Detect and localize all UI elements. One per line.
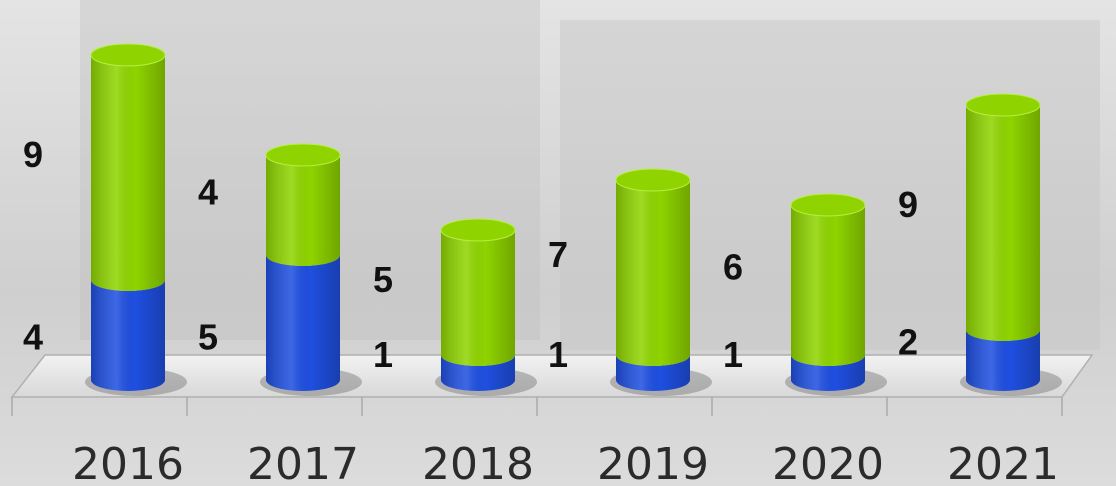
bar-shading (966, 330, 1040, 391)
value-label: 4 (23, 317, 43, 358)
x-tick-label: 2021 (947, 439, 1059, 486)
x-tick-label: 2017 (247, 439, 359, 486)
value-label: 9 (23, 134, 43, 175)
value-label: 1 (548, 334, 568, 375)
value-label: 5 (373, 259, 393, 300)
bar-shading (791, 205, 865, 366)
bar-cap (440, 218, 516, 242)
bar-cap (615, 168, 691, 192)
x-tick-label: 2016 (72, 439, 184, 486)
value-label: 5 (198, 317, 218, 358)
value-label: 7 (548, 234, 568, 275)
bar-shading (616, 180, 690, 366)
bar-shading (791, 355, 865, 391)
bar-shading (266, 255, 340, 391)
bar-shading (441, 230, 515, 366)
x-tick-label: 2018 (422, 439, 534, 486)
x-tick-label: 2019 (597, 439, 709, 486)
x-tick-label: 2020 (772, 439, 884, 486)
separators (11, 397, 1063, 416)
value-label: 1 (373, 334, 393, 375)
value-label: 1 (723, 334, 743, 375)
bar-shading (966, 105, 1040, 341)
bar-cap (265, 143, 341, 167)
bar-shading (616, 355, 690, 391)
bar-shading (91, 280, 165, 391)
value-label: 4 (198, 172, 218, 213)
value-label: 6 (723, 247, 743, 288)
bar-shading (266, 155, 340, 266)
bar-shading (441, 355, 515, 391)
value-label: 9 (898, 184, 918, 225)
bar-cap (90, 43, 166, 67)
value-label: 2 (898, 322, 918, 363)
bar-cap (790, 193, 866, 217)
bar-shading (91, 55, 165, 291)
bar-cap (965, 93, 1041, 117)
